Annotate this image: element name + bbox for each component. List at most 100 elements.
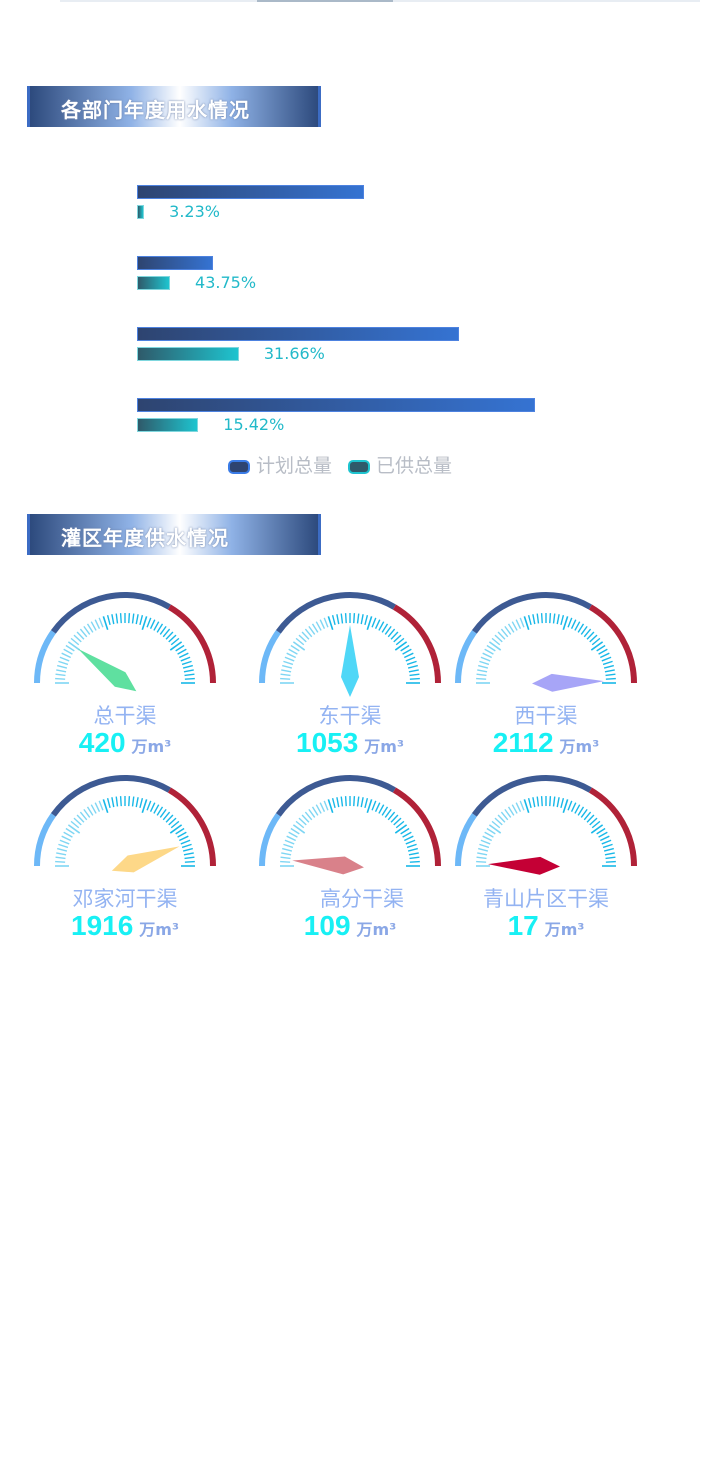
gauge-tick [280,677,291,680]
gauge-name: 西干渠 [514,704,578,728]
gauge-tick [315,804,322,814]
bar-plan[interactable] [137,256,213,270]
gauge-tick [477,669,488,673]
gauge-tick [604,669,615,673]
gauge-tick [580,625,588,635]
gauge-tick [170,637,180,646]
gauge-tick [184,860,195,863]
gauge-tick [519,617,525,628]
gauge-tick [111,797,115,808]
gauge-tick [57,664,68,669]
gauge-tick [65,644,75,652]
gauge-tick [353,613,356,624]
gauge-tick [70,637,80,646]
gauge-tick [589,817,598,826]
gauge-zone-low [455,813,477,867]
gauge-value: 17 万m³ [446,910,646,942]
gauge-tick [311,623,319,633]
gauge-tick [181,660,192,666]
gauge-tick [394,824,408,834]
gauge-tick [86,806,94,816]
gauge-tick [280,673,291,677]
gauge-name: 青山片区干渠 [483,887,609,911]
gauge-tick [371,617,377,628]
gauge-tick [360,797,364,808]
gauge-tick [567,800,573,811]
gauge-tick [527,615,532,626]
gauge-tick [63,648,73,655]
gauge-tick [178,835,189,842]
gauge-tick [390,631,399,640]
gauge-tick [290,827,300,835]
gauge-tick [281,852,292,856]
gauge-tick [73,634,82,643]
gauge-tick [139,615,144,626]
gauge-tick [482,652,493,659]
section-header-department: 各部门年度用水情况 [27,86,321,127]
gauge-tick [153,804,160,814]
bar-supplied[interactable] [137,205,145,219]
gauge-tick [168,817,177,826]
gauge-tick [292,641,306,651]
gauge-tick [180,839,191,845]
gauge-tick [149,802,156,813]
data-label: 31.66% [263,344,325,363]
gauge-tick [360,614,364,625]
gauge-tick [394,641,408,651]
gauge-unit: 万m³ [559,737,600,756]
gauge-tick [527,798,532,809]
gauge-unit: 万m³ [139,920,179,939]
gauge-tick [340,613,344,624]
gauge-tick [486,644,496,652]
gauge-tick [605,856,616,860]
gauge-tick [168,634,177,643]
gauge-zone-high [167,787,216,867]
gauge-tick [141,799,148,813]
gauge-tick [162,628,171,638]
gauge-tick [65,827,75,835]
gauge-tick [284,656,295,662]
gauge-tick [79,811,88,821]
gauge-tick [590,824,604,834]
gauge-tick [319,802,326,813]
gauge-tick [331,615,336,626]
legend: 计划总量 已供总量 [228,451,452,478]
section-header-irrigation: 灌区年度供水情况 [27,514,321,555]
gauge-tick [55,860,66,863]
gauge-tick [549,796,552,807]
gauge-number: 1053 [296,727,359,758]
gauge-tick [556,797,560,808]
bar-supplied[interactable] [137,347,239,361]
gauge-tick [591,637,601,646]
bar-supplied[interactable] [137,418,199,432]
gauge-unit: 万m³ [544,920,585,939]
legend-item-supplied[interactable]: 已供总量 [348,451,452,478]
gauge-tick [295,820,305,829]
bar-plan[interactable] [137,398,535,412]
gauge-tick [494,817,503,826]
gauge-tick [56,852,67,856]
gauge-tick [536,796,540,807]
gauge-tick [536,613,540,624]
gauge-tick [111,614,115,625]
gauge-zone-high [588,604,637,684]
gauge-tick [596,827,606,835]
gauge-tick [146,617,152,628]
bar-plan[interactable] [137,327,460,341]
legend-item-plan[interactable]: 计划总量 [228,451,332,478]
gauge-tick [497,631,506,640]
gauge-tick [323,800,329,811]
gauge-tick [540,613,543,624]
bar-plan[interactable] [137,185,364,199]
bar-supplied[interactable] [137,276,171,290]
gauge-tick [76,631,85,640]
gauge-tick [500,811,509,821]
gauge-tick [61,835,72,842]
gauge-tick [605,860,616,863]
gauge-tick [181,843,192,849]
gauge-number: 1916 [71,910,134,941]
gauge-tick [507,806,515,816]
gauge-tick [153,621,160,631]
gauge-tick [67,824,81,834]
gauge-tick [119,796,122,807]
